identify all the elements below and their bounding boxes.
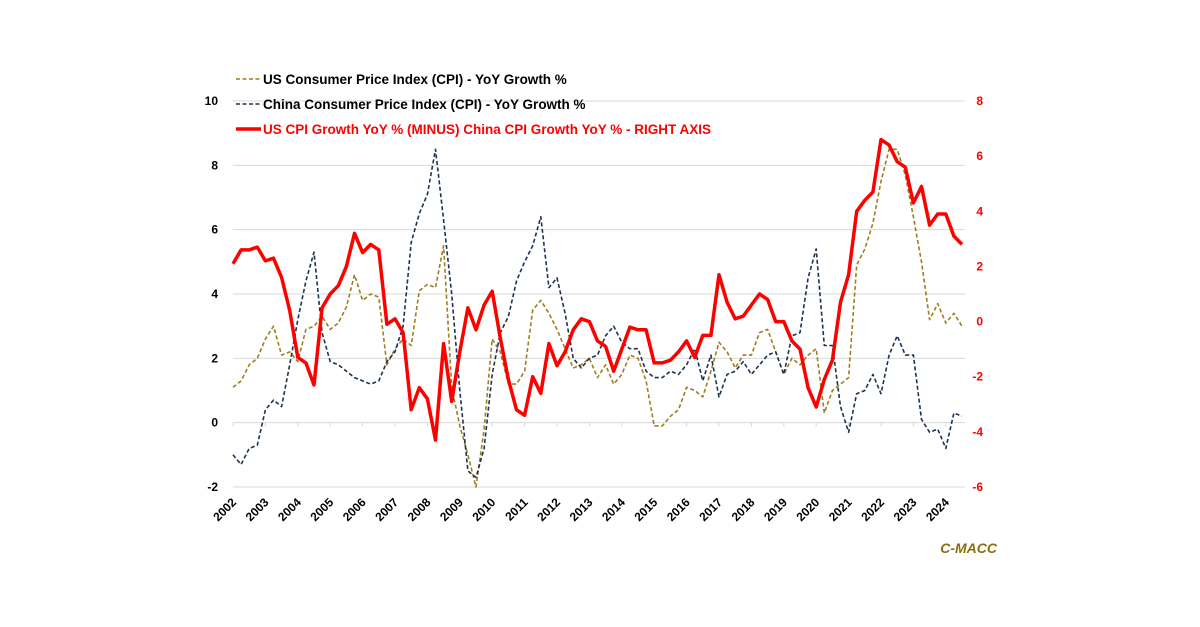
left-tick-label: 8 (211, 158, 218, 172)
x-tick-label: 2012 (534, 495, 563, 524)
series-line-1 (232, 148, 963, 488)
right-tick-label: 4 (976, 204, 983, 218)
x-tick-label: 2016 (664, 495, 693, 524)
legend-label: China Consumer Price Index (CPI) - YoY G… (263, 97, 586, 112)
legend-label: US Consumer Price Index (CPI) - YoY Grow… (263, 72, 567, 87)
right-tick-label: 2 (976, 259, 983, 273)
x-tick-label: 2024 (923, 495, 952, 524)
source-label: C-MACC (940, 540, 998, 556)
x-tick-label: 2010 (470, 495, 499, 524)
x-tick-label: 2015 (632, 495, 661, 524)
left-tick-label: 10 (205, 94, 219, 108)
x-tick-label: 2008 (405, 495, 434, 524)
series-line-3 (231, 137, 964, 442)
legend-label: US CPI Growth YoY % (MINUS) China CPI Gr… (263, 122, 711, 137)
series-lines (231, 137, 964, 488)
x-tick-label: 2011 (502, 495, 531, 524)
left-axis: 10 8 6 4 2 0 -2 (205, 94, 219, 494)
right-tick-label: 6 (976, 149, 983, 163)
right-tick-label: 0 (976, 315, 983, 329)
x-tick-label: 2021 (826, 495, 855, 524)
x-tick-label: 2004 (275, 495, 304, 524)
left-tick-label: -2 (207, 480, 218, 494)
left-tick-label: 6 (211, 223, 218, 237)
gridlines (232, 100, 965, 488)
legend: US Consumer Price Index (CPI) - YoY Grow… (236, 72, 711, 137)
left-tick-label: 0 (211, 416, 218, 430)
x-axis: 2002 2003 2004 2005 2006 2007 2008 2009 2010 2011… (210, 495, 952, 524)
left-tick-label: 4 (211, 287, 218, 301)
x-tick-label: 2002 (210, 495, 239, 524)
right-tick-label: -4 (972, 425, 983, 439)
x-tick-label: 2018 (729, 495, 758, 524)
x-tick-label: 2009 (437, 495, 466, 524)
x-tick-label: 2020 (794, 495, 823, 524)
x-tick-label: 2006 (340, 495, 369, 524)
x-tick-label: 2003 (243, 495, 272, 524)
x-tick-label: 2013 (567, 495, 596, 524)
x-tick-label: 2019 (761, 495, 790, 524)
x-tick-label: 2023 (891, 495, 920, 524)
series-line-2 (232, 148, 963, 479)
x-tick-label: 2007 (372, 495, 401, 524)
x-tick-label: 2022 (858, 495, 887, 524)
right-axis: 8 6 4 2 0 -2 -4 -6 (972, 94, 983, 494)
right-tick-label: -6 (972, 480, 983, 494)
left-tick-label: 2 (211, 351, 218, 365)
right-tick-label: 8 (976, 94, 983, 108)
x-tick-label: 2014 (599, 495, 628, 524)
right-tick-label: -2 (972, 370, 983, 384)
x-tick-label: 2017 (696, 495, 725, 524)
x-tick-label: 2005 (308, 495, 337, 524)
